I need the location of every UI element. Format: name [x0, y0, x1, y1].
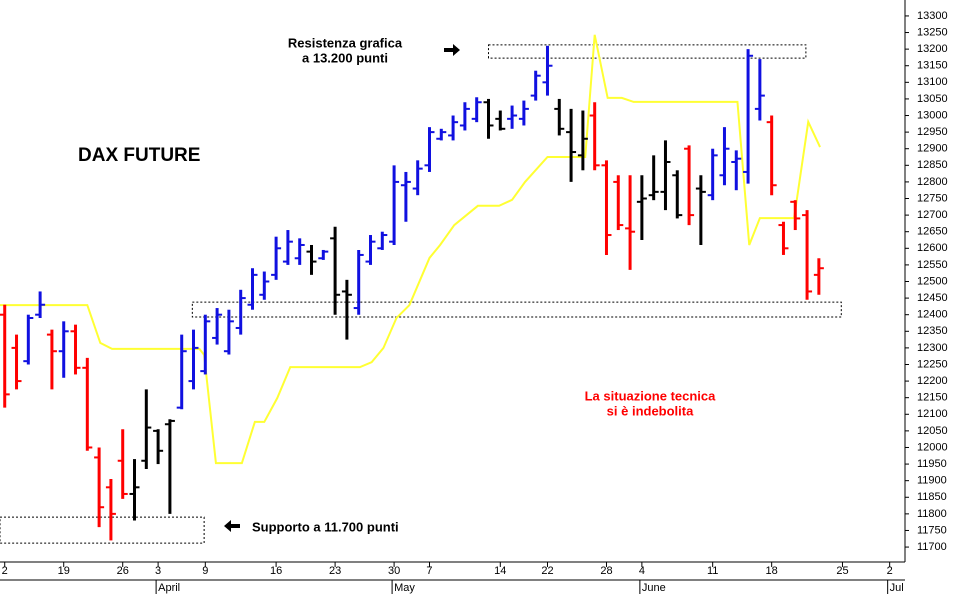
y-tick-label: 11700: [917, 541, 947, 553]
annotation: a 13.200 punti: [302, 50, 388, 65]
y-tick-label: 12850: [917, 159, 948, 171]
arrow: [444, 44, 460, 56]
y-tick-label: 12000: [917, 441, 948, 453]
y-tick-label: 11850: [917, 491, 947, 503]
line: [0, 34, 821, 465]
x-tick-label: 30: [388, 565, 400, 577]
y-tick-label: 12550: [917, 259, 948, 271]
x-tick-label: 11: [707, 565, 718, 577]
y-tick-label: 12300: [917, 342, 948, 354]
month-label: April: [158, 582, 180, 594]
x-tick-label: 9: [202, 565, 208, 577]
y-tick-label: 13200: [917, 43, 948, 55]
x-tick-label: 4: [639, 565, 645, 577]
annotation: La situazione tecnica: [585, 388, 717, 403]
annotation: Supporto a 11.700 punti: [252, 519, 399, 534]
x-tick-label: 25: [836, 565, 848, 577]
y-tick-label: 12150: [917, 392, 948, 404]
y-tick-label: 12500: [917, 275, 948, 287]
y-tick-label: 12250: [917, 358, 948, 370]
y-tick-label: 13300: [917, 10, 948, 22]
month-label: May: [394, 582, 415, 594]
y-tick-label: 13050: [917, 93, 948, 105]
month-label: Jul: [890, 582, 904, 594]
x-tick-label: 18: [766, 565, 778, 577]
y-tick-label: 12950: [917, 126, 948, 138]
price-zone: [487, 44, 807, 59]
x-tick-label: 22: [541, 565, 553, 577]
annotation: Resistenza grafica: [288, 35, 403, 50]
x-tick-label: 2: [2, 565, 8, 577]
y-tick-label: 12800: [917, 176, 948, 188]
y-tick-label: 12100: [917, 408, 948, 420]
y-tick-label: 12600: [917, 242, 948, 254]
y-tick-label: 11800: [917, 508, 947, 520]
y-tick-label: 13100: [917, 76, 948, 88]
y-tick-label: 13000: [917, 109, 948, 121]
y-tick-label: 12700: [917, 209, 948, 221]
annotation: si è indebolita: [607, 403, 694, 418]
x-tick-label: 26: [117, 565, 129, 577]
y-tick-label: 13250: [917, 26, 948, 38]
y-tick-label: 11950: [917, 458, 947, 470]
chart-title: DAX FUTURE: [78, 145, 200, 166]
x-tick-label: 14: [494, 565, 506, 577]
x-tick-label: 28: [600, 565, 612, 577]
price-zone: [0, 516, 205, 544]
line-layer: [0, 34, 821, 465]
x-tick-label: 16: [270, 565, 282, 577]
zones: [0, 44, 842, 544]
x-tick-label: 7: [426, 565, 432, 577]
x-tick-label: 3: [155, 565, 161, 577]
month-label: June: [642, 582, 666, 594]
y-tick-label: 11750: [917, 524, 947, 536]
y-tick-label: 12400: [917, 309, 948, 321]
y-tick-label: 12750: [917, 192, 948, 204]
y-tick-label: 12050: [917, 425, 948, 437]
y-tick-label: 12650: [917, 226, 948, 238]
y-tick-label: 13150: [917, 60, 948, 72]
x-tick-label: 19: [58, 565, 70, 577]
price-zone: [191, 301, 842, 318]
y-tick-label: 12450: [917, 292, 948, 304]
x-tick-label: 2: [887, 565, 893, 577]
x-tick-label: 23: [329, 565, 341, 577]
bars: [0, 45, 824, 541]
y-tick-label: 12200: [917, 375, 948, 387]
arrow: [224, 520, 240, 532]
y-tick-label: 12350: [917, 325, 948, 337]
y-tick-label: 12900: [917, 143, 948, 155]
y-tick-label: 11900: [917, 475, 947, 487]
